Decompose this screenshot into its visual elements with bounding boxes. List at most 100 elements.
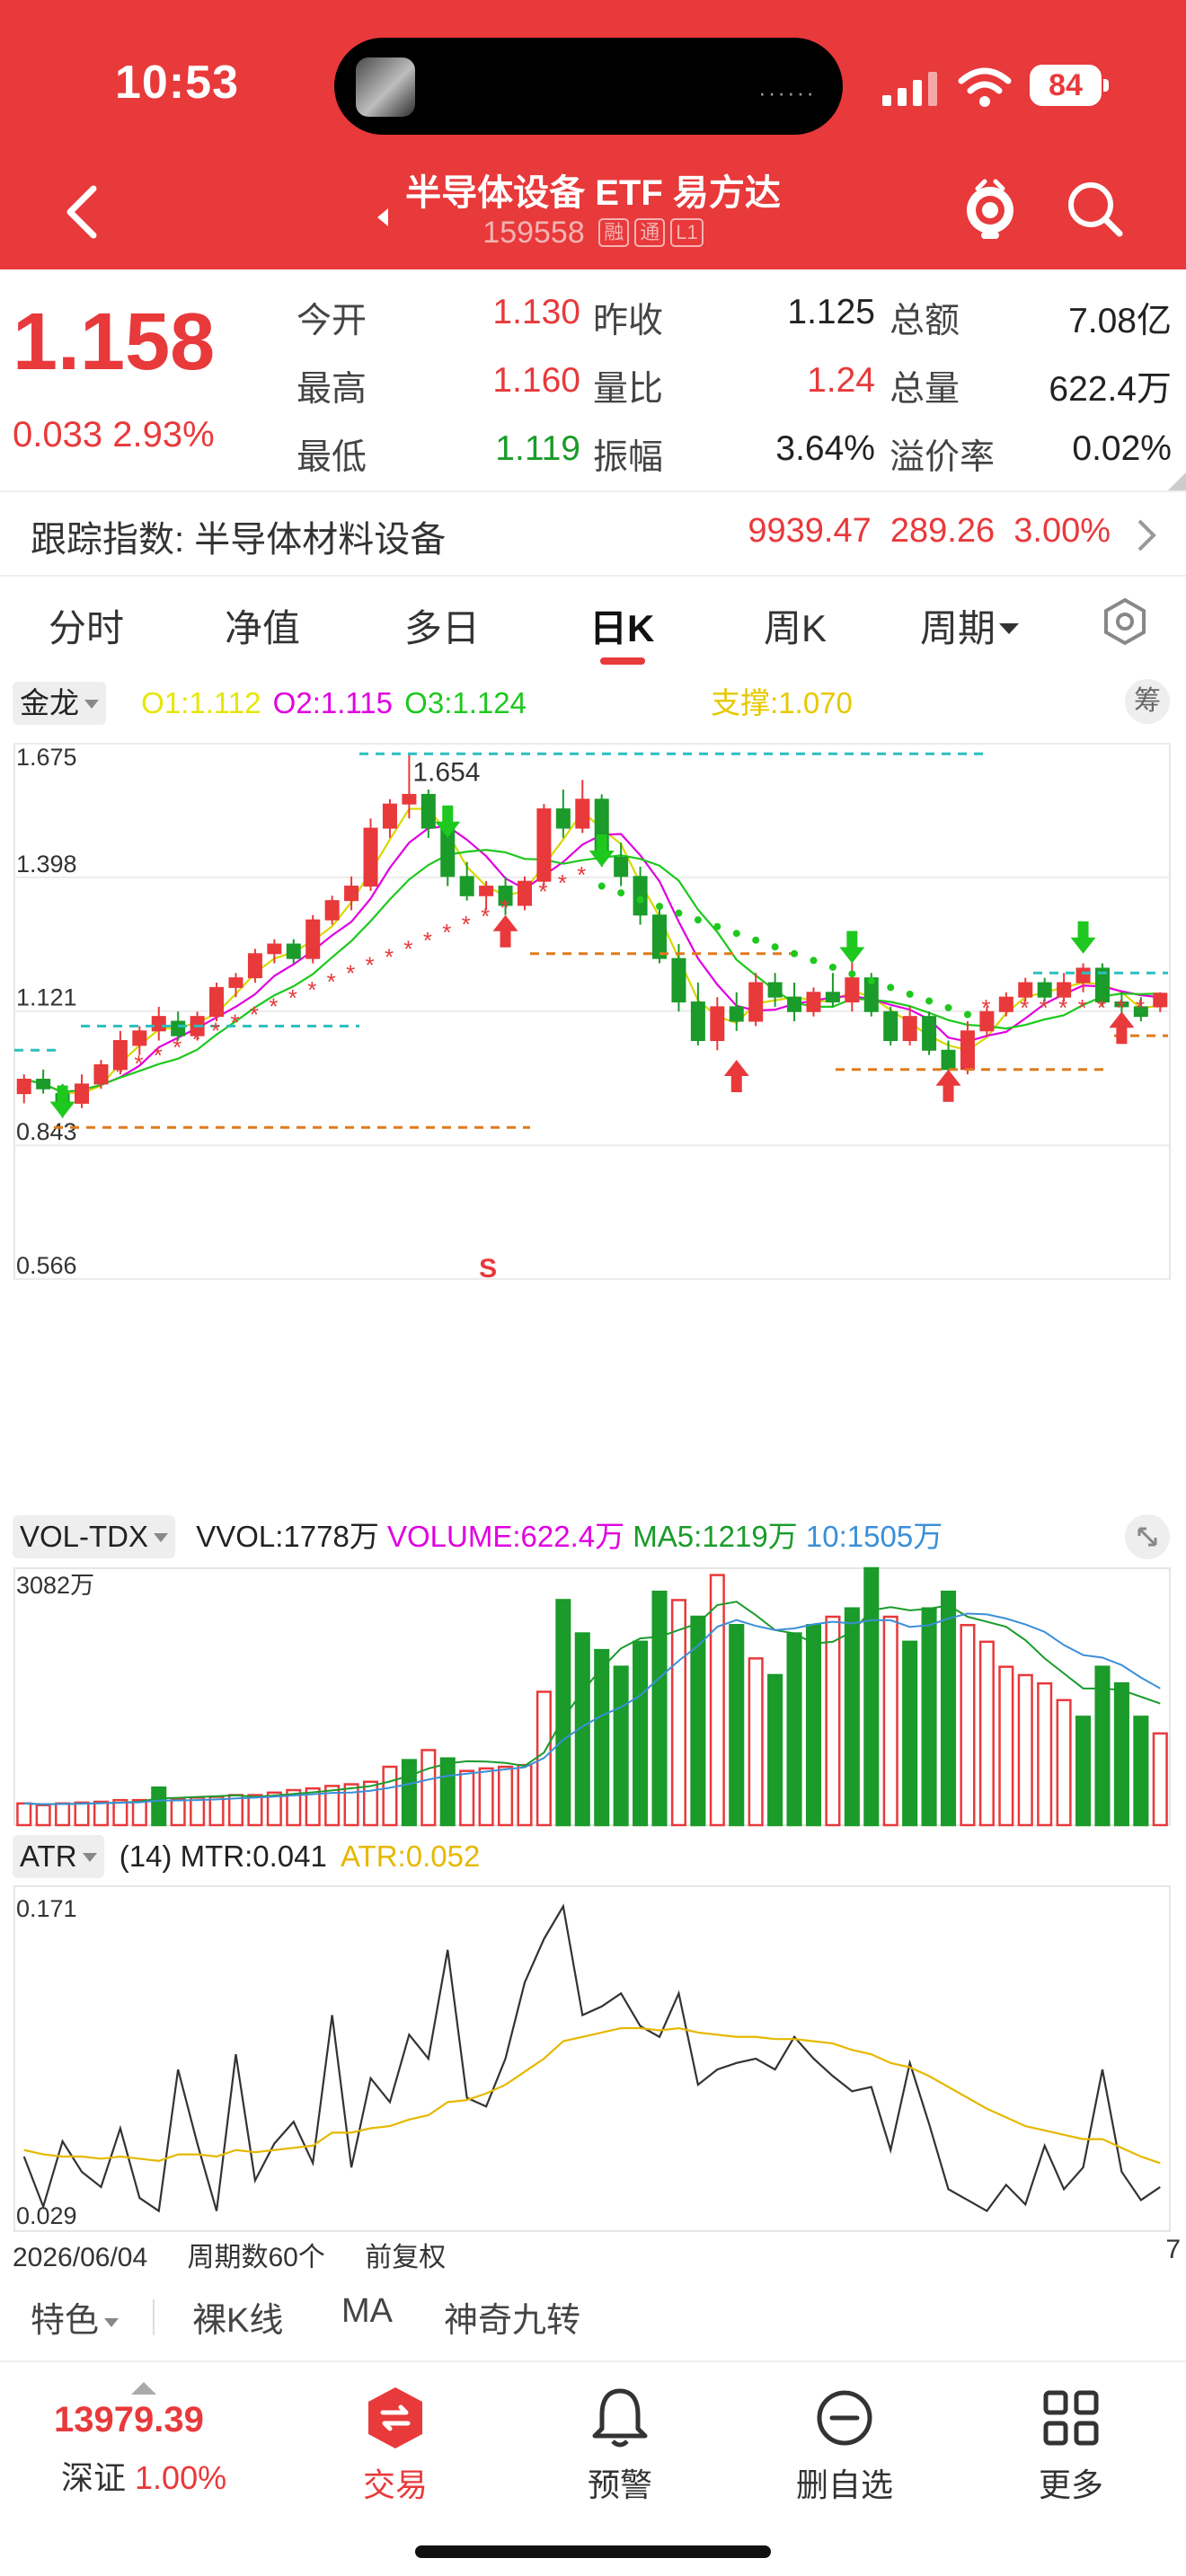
volume-bar (902, 1640, 918, 1827)
tab-intraday[interactable]: 分时 (49, 607, 125, 649)
tab-weekly-k[interactable]: 周K (764, 607, 828, 649)
search-icon[interactable] (1064, 178, 1127, 241)
atr-series-line (23, 2026, 1161, 2165)
back-button[interactable] (54, 176, 108, 248)
candle-body (941, 1049, 956, 1071)
battery-level: 84 (1049, 68, 1083, 102)
signal-icon (882, 72, 937, 106)
volume-indicator-select[interactable]: VOL-TDX (13, 1515, 176, 1558)
chip-ma[interactable]: MA (341, 2292, 393, 2330)
tracking-change: 289.26 (890, 512, 996, 550)
home-indicator (415, 2545, 771, 2558)
tab-multiday[interactable]: 多日 (404, 607, 481, 649)
volume-ma-line (23, 1612, 1161, 1805)
candle-body (517, 880, 532, 906)
status-time: 10:53 (115, 57, 239, 109)
volume-bar (805, 1624, 822, 1827)
kline-chart[interactable]: 1.675 1.398 1.121 0.843 0.566 * * * * * * * * * * * * * * *… (0, 735, 1186, 1292)
tracking-index-row[interactable]: 跟踪指数: 半导体材料设备 9939.47 289.26 3.00% (0, 492, 1186, 575)
nav-trade[interactable]: 交易 (305, 2384, 485, 2506)
current-price: 1.158 (13, 297, 216, 387)
quote-value: 1.119 (495, 429, 580, 468)
volume-chart[interactable]: 3082万 (0, 1565, 1186, 1829)
minus-circle-icon (817, 2390, 872, 2446)
trail-dot (617, 889, 625, 897)
bell-icon (592, 2388, 648, 2448)
quote-value: 3.64% (775, 429, 875, 468)
candle-body (286, 943, 301, 959)
trail-star: * (538, 878, 547, 904)
quote-label: 最低 (296, 438, 367, 477)
nav-remove-watchlist[interactable]: 删自选 (755, 2384, 934, 2506)
candle-body (36, 1079, 51, 1090)
kline-tick-label: 1.675 (16, 744, 77, 771)
index-label-row[interactable]: 深证 1.00% (61, 2452, 226, 2499)
chip-bare-kline[interactable]: 裸K线 (192, 2302, 284, 2340)
volume-bar (1056, 1698, 1072, 1827)
kline-indicator-select[interactable]: 金龙 (13, 682, 106, 725)
candle-body (1133, 1006, 1148, 1018)
nav-more[interactable]: 更多 (981, 2384, 1161, 2506)
trail-star: * (250, 1001, 259, 1028)
volume-bar (170, 1797, 186, 1827)
atr-chart[interactable]: 0.171 0.029 (0, 1883, 1186, 2235)
candle-body (1037, 982, 1052, 998)
candle-body (420, 793, 436, 829)
badge-level: L1 (670, 218, 704, 247)
kline-tick-label: 0.566 (16, 1252, 77, 1279)
nav-alert[interactable]: 预警 (530, 2384, 710, 2506)
volume-bar (786, 1632, 802, 1827)
island-dots-icon: ······ (758, 79, 816, 106)
volume-bar (1113, 1681, 1129, 1827)
down-arrow-icon (839, 931, 865, 964)
trail-dot (925, 997, 934, 1005)
support-value: 支撑:1.070 (711, 686, 853, 719)
atr-period: (14) (119, 1839, 173, 1873)
trail-star: * (154, 1042, 163, 1069)
atr-indicator-name: ATR (20, 1839, 77, 1873)
volume-tick-label: 3082万 (16, 1572, 94, 1599)
assistant-robot-icon[interactable] (958, 176, 1022, 241)
chip-feature[interactable]: 特色 (31, 2292, 119, 2342)
volume-bar (825, 1615, 841, 1827)
index-value[interactable]: 13979.39 (54, 2400, 204, 2439)
candle-body (555, 808, 571, 829)
footer-right-number: 7 (1165, 2235, 1181, 2264)
settings-hex-icon[interactable] (1100, 596, 1150, 647)
chip-distribution-button[interactable]: 筹 (1125, 679, 1170, 724)
candle-body (671, 957, 686, 1003)
tracking-pct: 3.00% (1013, 512, 1111, 550)
candle-body (75, 1083, 90, 1104)
volume-bar (1075, 1716, 1092, 1827)
caret-down-icon (82, 1853, 97, 1862)
expand-icon[interactable] (1125, 1514, 1170, 1559)
quote-value: 1.125 (787, 293, 875, 331)
prev-stock-icon[interactable] (377, 208, 388, 226)
candle-body (344, 886, 359, 902)
trail-dot (771, 943, 779, 951)
tab-nav[interactable]: 净值 (225, 607, 301, 649)
trail-star: * (1078, 994, 1087, 1021)
atr-indicator-select[interactable]: ATR (13, 1835, 104, 1878)
volume-bar (74, 1801, 90, 1827)
trail-dot (656, 903, 664, 911)
chip-nine-turn[interactable]: 神奇九转 (444, 2302, 581, 2340)
candle-body (1057, 982, 1072, 998)
quote-label: 溢价率 (890, 438, 996, 477)
trail-star: * (1097, 994, 1106, 1021)
caret-up-icon (131, 2382, 156, 2395)
o3-value: O3:1.124 (404, 686, 527, 719)
candle-body (979, 1010, 995, 1032)
trail-star: * (1020, 994, 1029, 1021)
volume-bar (767, 1673, 783, 1827)
volume-bar (362, 1780, 379, 1827)
chart-tabs: 分时 净值 多日 日K 周K 周期 (0, 577, 1186, 670)
quote-label: 振幅 (593, 438, 664, 477)
candle-body (363, 827, 378, 887)
volume-bar (633, 1640, 649, 1827)
volume-bar (266, 1791, 282, 1827)
tab-period[interactable]: 周期 (920, 598, 1020, 653)
candle-body (324, 900, 340, 921)
tab-daily-k[interactable]: 日K (589, 607, 655, 649)
volume-bar (670, 1599, 686, 1827)
